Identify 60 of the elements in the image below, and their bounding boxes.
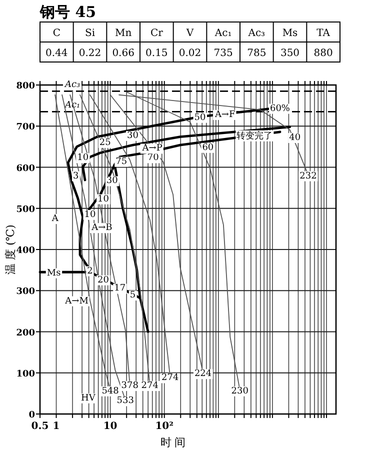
text: 880 [314,48,333,59]
annotation: 50 [194,112,206,123]
annotation: A→B [90,223,113,234]
text: 350 [280,48,300,59]
annotation: 10 [84,210,96,220]
annotation: HV [81,393,96,404]
x-tick-label: 10² [155,421,174,432]
text: V [185,28,194,39]
y-axis-title: 温 度 (℃) [4,224,17,274]
text: 钢号 45 [39,3,96,21]
annotation: 25 [99,138,112,148]
text: Mn [114,28,132,39]
text: 0.22 [78,48,102,59]
y-tick-label: 0 [28,410,35,420]
text: TA [316,28,331,39]
annotation: Ms [46,268,62,278]
annotation: A→P [141,144,162,154]
text: 785 [247,48,266,59]
annotation: A→F [214,110,236,120]
y-tick-label: 100 [16,369,35,380]
x-axis-title: 时 间 [160,436,186,449]
text: Ac₁ [214,28,232,39]
y-tick-label: 700 [16,122,35,133]
annotation: A [50,214,59,224]
annotation: 10 [98,194,110,204]
y-tick-label: 200 [16,328,35,338]
annotation: 5 [130,290,136,301]
annotation: 10 [77,153,89,164]
annotation: 3 [72,171,79,182]
text: 735 [214,48,233,59]
x-tick-label: 1 [52,421,60,432]
y-tick-label: 600 [16,164,35,174]
text: Si [84,28,96,39]
annotation: A→M [64,296,88,306]
annotation: 2 [87,266,93,276]
text: C [52,28,61,39]
text: Ac₃ [247,28,266,39]
text: 0.02 [178,48,202,59]
text: Ms [282,28,298,39]
y-tick-label: 800 [16,82,35,92]
annotation: 70 [147,153,160,164]
annotation: 75 [116,156,128,167]
y-tick-label: 500 [16,204,35,215]
annotation: 17 [114,284,126,294]
y-tick-label: 400 [16,246,35,256]
annotation: 30 [127,130,139,141]
annotation: 60 [202,142,214,153]
y-tick-label: 300 [16,287,35,298]
annotation: 30 [106,176,118,186]
annotation: 20 [98,275,110,286]
text: 0.66 [112,48,134,59]
x-tick-label: 10 [103,421,118,432]
ref-line-label: Ac₃ [64,80,81,90]
text: 0.15 [146,48,168,59]
annotation: 533 [116,396,134,406]
text: 0.44 [46,48,68,59]
annotation: 转变完了 [236,130,273,142]
text: Cr [150,28,164,39]
annotation: 40 [289,133,301,144]
x-tick-label: 0.5 [31,421,49,432]
